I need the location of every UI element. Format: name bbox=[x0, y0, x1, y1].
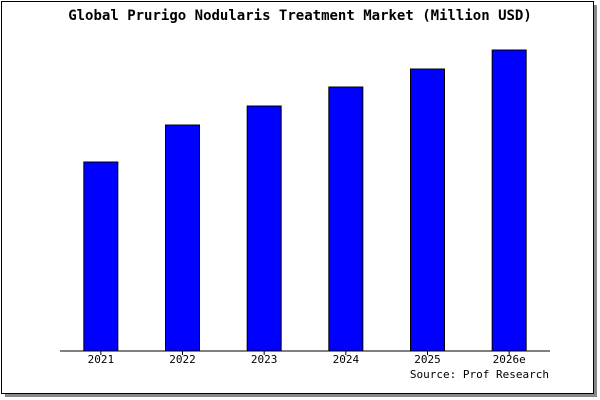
bar bbox=[165, 124, 200, 352]
source-note: Source: Prof Research bbox=[410, 368, 549, 381]
x-tick-label: 2025 bbox=[414, 353, 441, 366]
chart-title: Global Prurigo Nodularis Treatment Marke… bbox=[68, 8, 532, 24]
x-tick-label: 2026e bbox=[493, 353, 526, 366]
x-tick-label: 2024 bbox=[333, 353, 360, 366]
bar bbox=[328, 86, 364, 352]
x-tick-label: 2023 bbox=[251, 353, 278, 366]
x-tick-label: 2022 bbox=[169, 353, 196, 366]
bar bbox=[246, 105, 282, 352]
bar bbox=[83, 161, 119, 352]
bar bbox=[491, 49, 527, 352]
x-tick-label: 2021 bbox=[88, 353, 115, 366]
bar bbox=[410, 68, 445, 352]
